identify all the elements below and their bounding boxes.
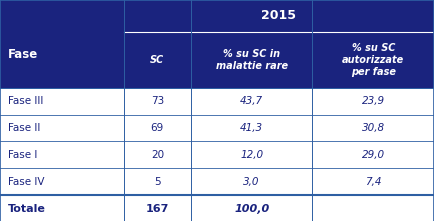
Text: 73: 73: [151, 96, 164, 106]
Text: 41,3: 41,3: [240, 123, 263, 133]
Text: Fase I: Fase I: [8, 150, 37, 160]
Text: Fase IV: Fase IV: [8, 177, 44, 187]
Text: 43,7: 43,7: [240, 96, 263, 106]
Text: 29,0: 29,0: [362, 150, 385, 160]
Text: Fase: Fase: [8, 48, 38, 61]
Text: 30,8: 30,8: [362, 123, 385, 133]
Text: 5: 5: [154, 177, 161, 187]
Text: Fase II: Fase II: [8, 123, 40, 133]
Text: 3,0: 3,0: [243, 177, 260, 187]
Text: 23,9: 23,9: [362, 96, 385, 106]
Text: 100,0: 100,0: [234, 204, 270, 214]
Text: Totale: Totale: [8, 204, 46, 214]
Text: 7,4: 7,4: [365, 177, 381, 187]
Text: 2015: 2015: [261, 9, 296, 22]
Text: 69: 69: [151, 123, 164, 133]
Text: % su SC
autorizzate
per fase: % su SC autorizzate per fase: [342, 43, 404, 77]
Text: 20: 20: [151, 150, 164, 160]
Text: Fase III: Fase III: [8, 96, 43, 106]
Text: 167: 167: [146, 204, 169, 214]
Text: SC: SC: [150, 55, 164, 65]
Text: % su SC in
malattie rare: % su SC in malattie rare: [216, 49, 288, 71]
Text: 12,0: 12,0: [240, 150, 263, 160]
